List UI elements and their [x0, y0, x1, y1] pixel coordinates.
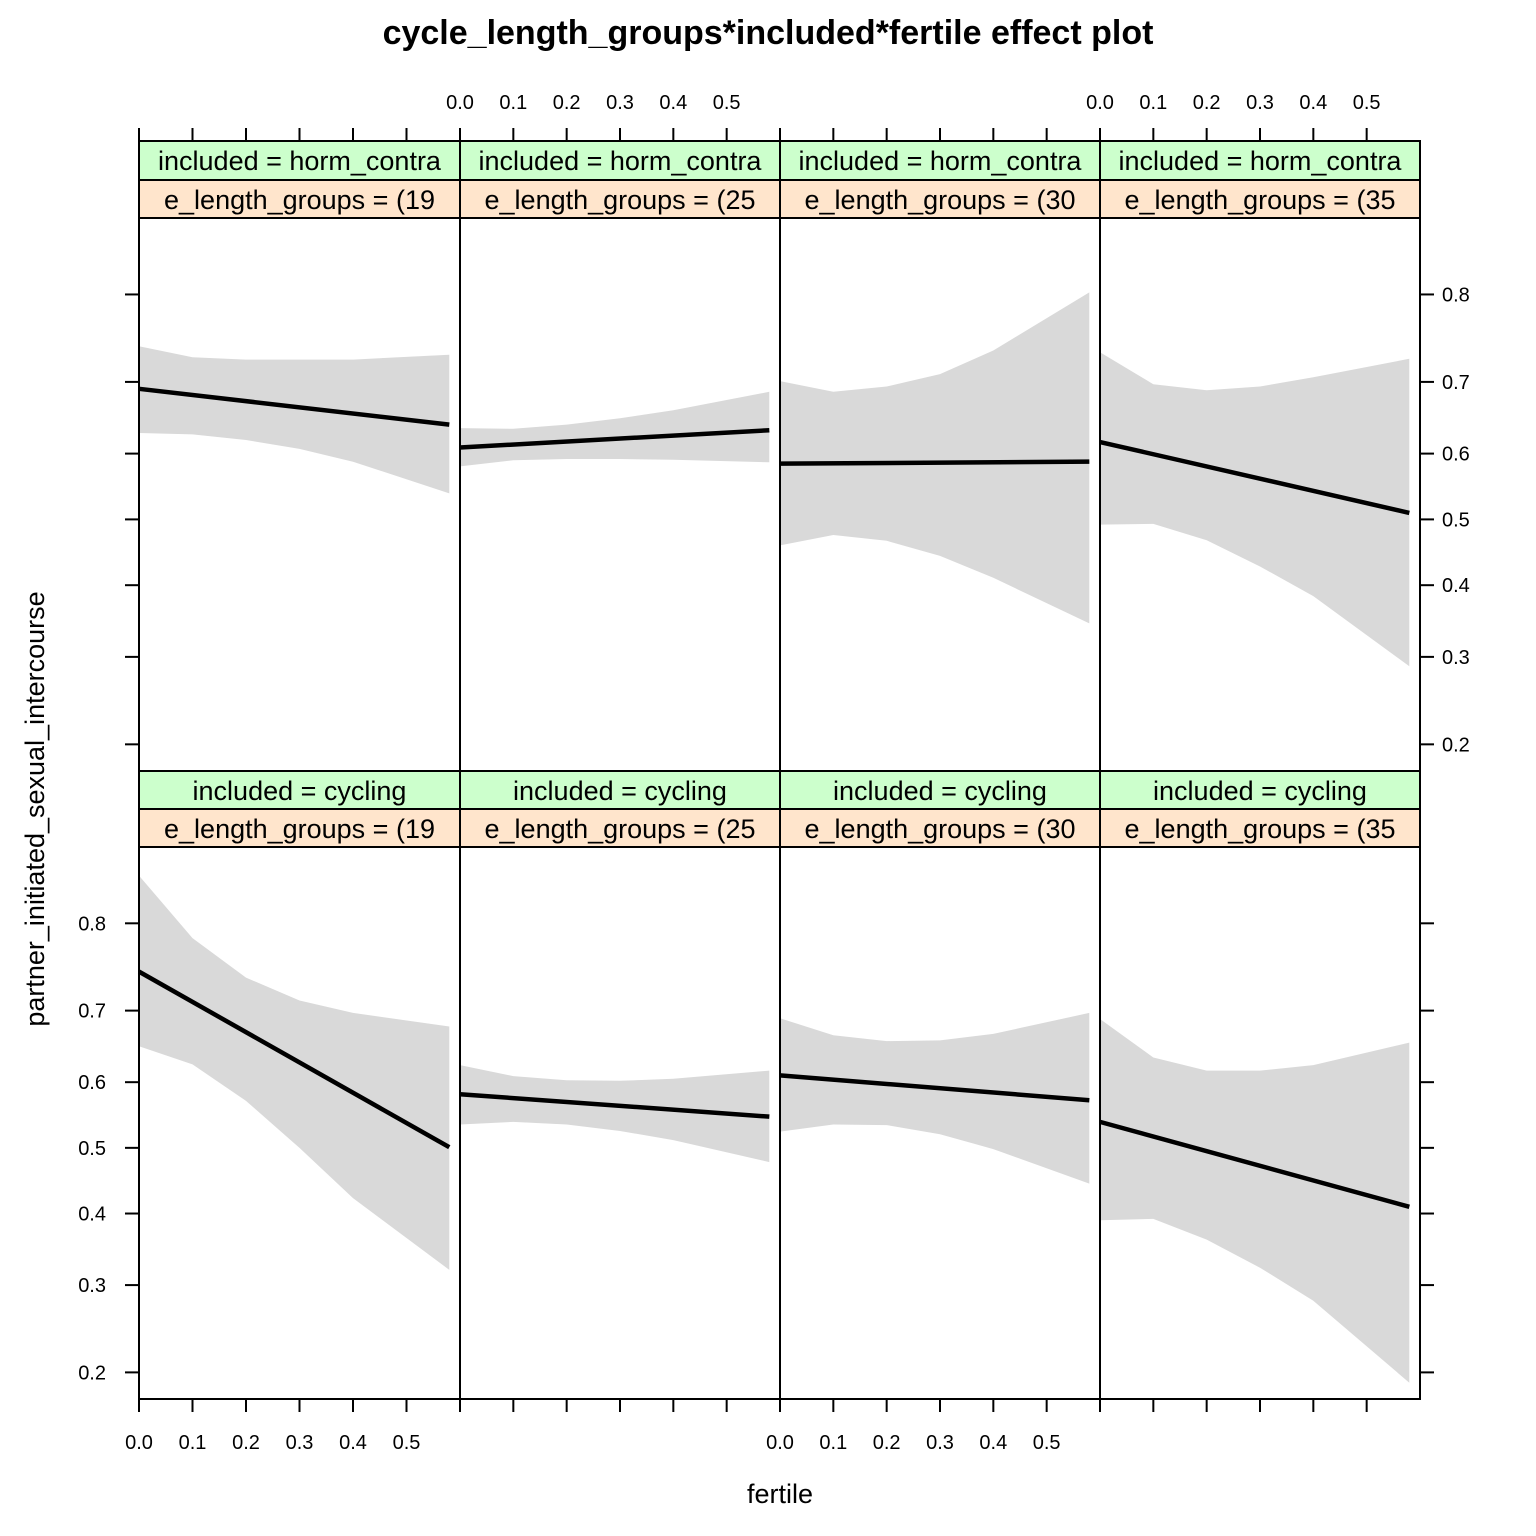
panel-grid: included = horm_contra e_length_groups = … [78, 92, 1470, 1454]
panel-border [138, 217, 461, 772]
y-tick-label-right: 0.4 [1442, 575, 1470, 597]
fit-line [1099, 1119, 1410, 1209]
x-tick-label-top: 0.4 [659, 92, 687, 114]
strip-included-bg [138, 140, 461, 181]
fit-line [137, 969, 451, 1150]
x-tick-label-bottom: 0.4 [979, 1432, 1007, 1454]
x-tick-label-top: 0.2 [553, 92, 581, 114]
x-tick-label-top: 0.0 [1086, 92, 1114, 114]
y-tick-label-left: 0.4 [78, 1204, 106, 1226]
x-axis-label: fertile [747, 1479, 813, 1509]
confidence-band [139, 875, 450, 1270]
x-tick-label-bottom: 0.1 [179, 1432, 207, 1454]
strip-cycle-group-bg [459, 808, 781, 848]
strip-cycle-group-bg [779, 808, 1101, 848]
x-tick-label-top: 0.2 [1193, 92, 1221, 114]
y-tick-label-left: 0.2 [78, 1362, 106, 1384]
strip-cycle-group-label: e_length_groups = (35 [1125, 814, 1396, 844]
confidence-band [139, 346, 450, 494]
x-tick-label-bottom: 0.5 [393, 1432, 421, 1454]
strip-cycle-group-label: e_length_groups = (35 [1125, 185, 1396, 215]
panel-border [1099, 217, 1421, 772]
x-tick-label-bottom: 0.0 [766, 1432, 794, 1454]
x-tick-label-bottom: 0.1 [819, 1432, 847, 1454]
strip-included-label: included = horm_contra [479, 146, 763, 176]
fit-line [138, 386, 450, 427]
confidence-band [780, 1012, 1090, 1184]
confidence-band [460, 391, 770, 467]
x-tick-label-bottom: 0.3 [926, 1432, 954, 1454]
y-tick-label-left: 0.3 [78, 1275, 106, 1297]
strip-included-label: included = horm_contra [1119, 146, 1403, 176]
y-tick-label-right: 0.7 [1442, 372, 1470, 394]
y-tick-label-left: 0.6 [78, 1072, 106, 1094]
confidence-band [1100, 352, 1410, 667]
strip-cycle-group-bg [1099, 808, 1421, 848]
x-tick-label-top: 0.3 [1246, 92, 1274, 114]
strip-cycle-group-label: e_length_groups = (25 [485, 185, 756, 215]
x-tick-label-top: 0.5 [1353, 92, 1381, 114]
x-tick-label-bottom: 0.2 [232, 1432, 260, 1454]
x-tick-label-bottom: 0.4 [339, 1432, 367, 1454]
fit-line [459, 427, 770, 450]
strip-included-label: included = cycling [193, 776, 407, 806]
confidence-band [1100, 1019, 1410, 1383]
strip-cycle-group-label: e_length_groups = (19 [164, 814, 435, 844]
strip-included-label: included = cycling [513, 776, 727, 806]
x-tick-label-top: 0.4 [1299, 92, 1327, 114]
x-tick-label-top: 0.1 [499, 92, 527, 114]
x-tick-label-top: 0.3 [606, 92, 634, 114]
strip-cycle-group-label: e_length_groups = (25 [485, 814, 756, 844]
y-tick-label-left: 0.5 [78, 1138, 106, 1160]
strip-cycle-group-label: e_length_groups = (30 [805, 814, 1076, 844]
strip-cycle-group-bg [138, 808, 461, 848]
strip-included-label: included = cycling [1153, 776, 1367, 806]
strip-cycle-group-bg [138, 179, 461, 219]
x-tick-label-top: 0.5 [713, 92, 741, 114]
y-tick-label-right: 0.5 [1442, 509, 1470, 531]
y-tick-label-left: 0.8 [78, 913, 106, 935]
panel-border [459, 217, 781, 772]
strip-included-label: included = cycling [833, 776, 1047, 806]
chart-title: cycle_length_groups*included*fertile eff… [383, 14, 1154, 52]
x-tick-label-top: 0.1 [1139, 92, 1167, 114]
strip-cycle-group-bg [1099, 179, 1421, 219]
y-tick-label-right: 0.2 [1442, 734, 1470, 756]
y-axis-label: partner_initiated_sexual_intercourse [20, 591, 50, 1026]
y-tick-label-right: 0.8 [1442, 284, 1470, 306]
strip-included-label: included = horm_contra [158, 146, 442, 176]
strip-cycle-group-label: e_length_groups = (19 [164, 185, 435, 215]
x-tick-label-bottom: 0.5 [1033, 1432, 1061, 1454]
confidence-band [460, 1065, 770, 1163]
y-tick-label-right: 0.6 [1442, 444, 1470, 466]
confidence-band [780, 292, 1090, 624]
x-tick-label-bottom: 0.0 [125, 1432, 153, 1454]
x-tick-label-top: 0.0 [446, 92, 474, 114]
strip-cycle-group-label: e_length_groups = (30 [805, 185, 1076, 215]
x-tick-label-bottom: 0.2 [873, 1432, 901, 1454]
fit-line [779, 1073, 1090, 1103]
y-tick-label-right: 0.3 [1442, 647, 1470, 669]
y-tick-label-left: 0.7 [78, 1001, 106, 1023]
fit-line [459, 1091, 770, 1119]
strip-cycle-group-bg [779, 179, 1101, 219]
strip-included-label: included = horm_contra [799, 146, 1083, 176]
fit-line [1099, 439, 1410, 516]
x-tick-label-bottom: 0.3 [286, 1432, 314, 1454]
fit-line [779, 459, 1090, 466]
